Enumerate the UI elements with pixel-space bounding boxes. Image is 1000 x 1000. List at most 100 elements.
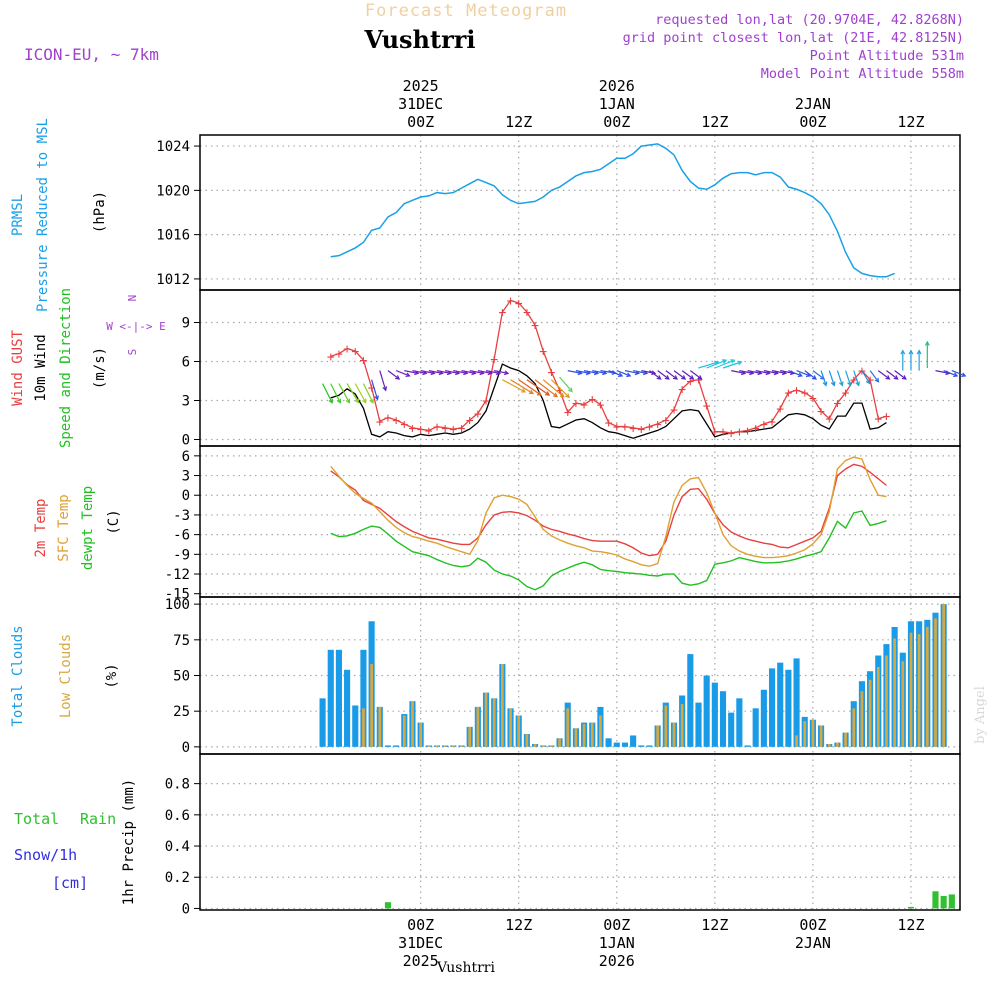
bottom-time-label: 1JAN [599,934,635,952]
precip-bar [948,894,955,909]
total-cloud-bar [728,712,735,747]
total-cloud-bar [703,675,710,747]
total-cloud-bar [736,698,743,747]
low-cloud-bar [468,726,472,747]
wind-arrow-head [374,395,379,401]
gust-marker: + [392,414,400,429]
total-cloud-bar [630,735,637,747]
gridpoint-coords: grid point closest lon,lat (21E, 42.8125… [623,30,964,46]
wind-arrow-head [559,392,565,398]
credit: by Angel [973,686,988,744]
wind-arrow-shaft [861,370,871,384]
total-cloud-bar [613,742,620,747]
gust-marker: + [490,352,498,367]
wind-arrow-head [369,398,374,404]
gust-marker: + [711,425,719,440]
wind-arrow-shaft [534,379,558,398]
top-time-label: 2025 [403,77,439,95]
gust-marker: + [572,397,580,412]
wind-arrow-head [656,375,662,380]
low-cloud-bar [451,745,455,747]
wind-arrow-head [617,372,624,378]
wind-arrow-head [830,381,836,387]
low-cloud-bar [656,725,659,747]
wind-arrow-shaft [943,370,958,377]
wind-arrow-head [545,391,551,396]
gust-marker: + [580,398,588,413]
gust-marker: + [482,394,490,409]
total-cloud-bar [744,745,751,747]
wind-arrow-head [916,349,922,355]
y-tick-label: 0.2 [165,870,190,886]
wind-arrow-shaft [542,379,565,398]
total-cloud-bar [719,691,727,747]
wind-arrow-head [521,388,527,393]
top-time-label: 00Z [603,113,630,131]
wind-arrow-shaft [502,379,526,393]
wind-arrow-head [697,375,703,380]
gust-marker: + [376,415,384,430]
low-cloud-bar [484,692,488,747]
low-cloud-bar [934,618,937,747]
wind-arrow-shaft [322,383,333,404]
y-tick-label: 0 [182,433,190,449]
total-cloud-bar [695,702,702,747]
gust-marker: + [384,411,392,426]
gust-marker: + [637,423,645,438]
wind-arrow-shaft [346,383,359,403]
wind-arrow-head [924,340,930,346]
gust-marker: + [923,0,931,4]
wind-arrow-shaft [714,359,735,369]
wind-arrow-head [382,386,388,392]
low-cloud-bar [827,744,831,747]
wind-arrow-head [664,375,670,380]
low-cloud-bar [460,745,463,747]
wind-arrow-head [722,359,728,364]
gust-marker: + [825,412,833,427]
wind-arrow-shaft [828,370,835,386]
gust-marker: + [915,0,923,4]
wind-arrow-head [839,381,844,387]
total-cloud-bar [785,669,792,747]
wind-arrow-shaft [494,370,509,374]
low-cloud-bar [852,708,856,747]
ylabel-precip: 1hr Precip (mm) [121,779,137,905]
gust-marker: + [564,406,572,421]
wind-arrow-shaft [820,370,827,386]
gust-marker: + [899,0,907,4]
gust-marker: + [850,373,858,388]
wind-arrow-head [855,381,860,387]
wind-arrow-head [681,375,687,380]
gust-marker: + [539,345,547,360]
wind-arrow-shaft [362,383,374,404]
wind-arrow-head [885,375,891,380]
wind-arrow-head [354,398,360,404]
wind-arrow-shaft [387,370,400,380]
ylabel-low-clouds: Low Clouds [58,634,74,718]
wind-arrow-shaft [445,370,460,374]
precip-bar [932,891,939,909]
top-time-label: 12Z [701,113,728,131]
low-cloud-bar [876,666,880,747]
low-cloud-bar [566,708,570,747]
dewpoint-line [330,510,887,591]
total-cloud-bar [352,705,359,747]
wind-arrow-head [901,375,907,380]
gust-marker: + [613,420,621,435]
gust-marker: + [834,397,842,412]
low-cloud-bar [664,705,668,747]
wind-arrow-shaft [698,361,719,369]
wind-arrow-shaft [722,361,742,369]
low-cloud-bar [492,698,496,747]
wind-arrow-shaft [379,370,387,391]
y-tick-label: 0 [182,901,190,917]
location-title: Vushtrri [364,25,476,54]
wind-arrow-shaft [706,359,727,369]
total-cloud-bar [605,738,612,747]
gust-marker: + [817,404,825,419]
legend-rain: Rain [80,810,116,828]
low-cloud-bar [925,626,929,747]
gust-marker: + [695,373,703,388]
low-cloud-bar [582,724,586,747]
